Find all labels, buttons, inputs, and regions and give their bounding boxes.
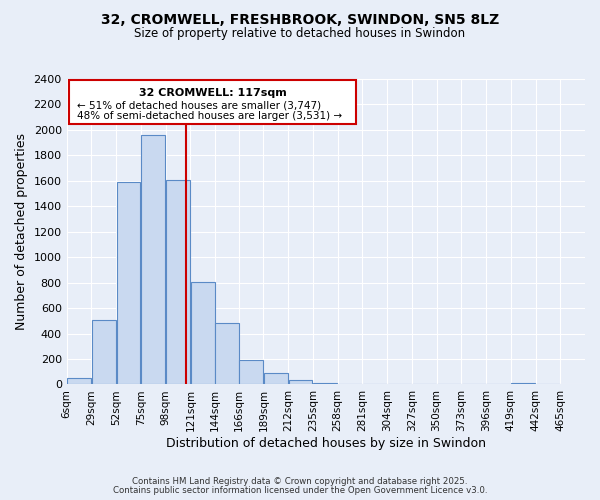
Text: 32 CROMWELL: 117sqm: 32 CROMWELL: 117sqm	[139, 88, 286, 98]
Bar	[141, 135, 165, 384]
Y-axis label: Number of detached properties: Number of detached properties	[15, 133, 28, 330]
Bar	[313, 383, 337, 384]
Bar	[289, 380, 313, 384]
Bar	[239, 360, 263, 384]
Bar	[92, 320, 116, 384]
X-axis label: Distribution of detached houses by size in Swindon: Distribution of detached houses by size …	[166, 437, 486, 450]
Text: ← 51% of detached houses are smaller (3,747): ← 51% of detached houses are smaller (3,…	[77, 100, 322, 110]
Bar	[215, 324, 239, 384]
Bar	[67, 378, 91, 384]
Bar	[191, 282, 215, 384]
Text: Contains HM Land Registry data © Crown copyright and database right 2025.: Contains HM Land Registry data © Crown c…	[132, 477, 468, 486]
Text: Contains public sector information licensed under the Open Government Licence v3: Contains public sector information licen…	[113, 486, 487, 495]
Bar	[166, 180, 190, 384]
FancyBboxPatch shape	[69, 80, 356, 124]
Bar	[116, 182, 140, 384]
Bar	[511, 382, 535, 384]
Text: 48% of semi-detached houses are larger (3,531) →: 48% of semi-detached houses are larger (…	[77, 112, 343, 122]
Text: 32, CROMWELL, FRESHBROOK, SWINDON, SN5 8LZ: 32, CROMWELL, FRESHBROOK, SWINDON, SN5 8…	[101, 12, 499, 26]
Text: Size of property relative to detached houses in Swindon: Size of property relative to detached ho…	[134, 28, 466, 40]
Bar	[264, 373, 288, 384]
